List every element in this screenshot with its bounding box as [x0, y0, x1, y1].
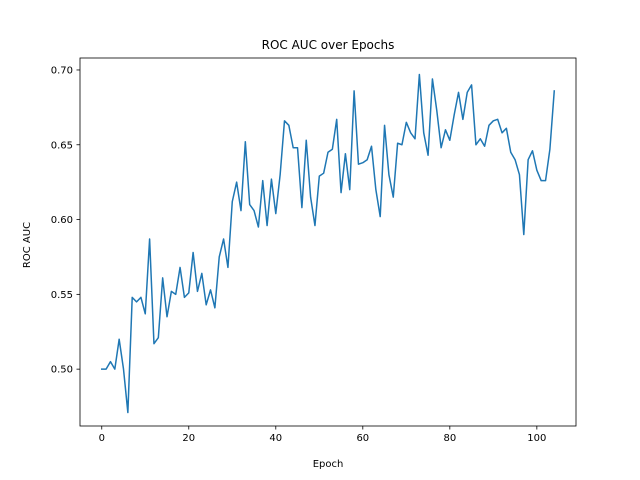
series-line-0: [101, 73, 556, 414]
axes-frame: [79, 57, 577, 427]
x-tick-label: 60: [356, 433, 369, 444]
axis-ticks: 0 20 40 60 80 100 0.50 0.55 0.60 0.65 0.70: [51, 65, 547, 444]
y-tick-label: 0.70: [51, 65, 73, 76]
x-tick-label: 100: [527, 433, 546, 444]
x-tick-label: 20: [182, 433, 195, 444]
y-axis-label: ROC AUC: [22, 222, 33, 268]
x-axis-label: Epoch: [313, 459, 344, 470]
chart-title: ROC AUC over Epochs: [262, 38, 395, 52]
y-tick-label: 0.65: [51, 140, 73, 151]
y-tick-label: 0.60: [51, 215, 73, 226]
y-tick-label: 0.50: [51, 365, 73, 376]
y-tick-label: 0.55: [51, 290, 73, 301]
plot-area: [79, 57, 577, 427]
x-tick-label: 40: [269, 433, 282, 444]
x-tick-label: 0: [99, 433, 105, 444]
x-tick-label: 80: [443, 433, 456, 444]
